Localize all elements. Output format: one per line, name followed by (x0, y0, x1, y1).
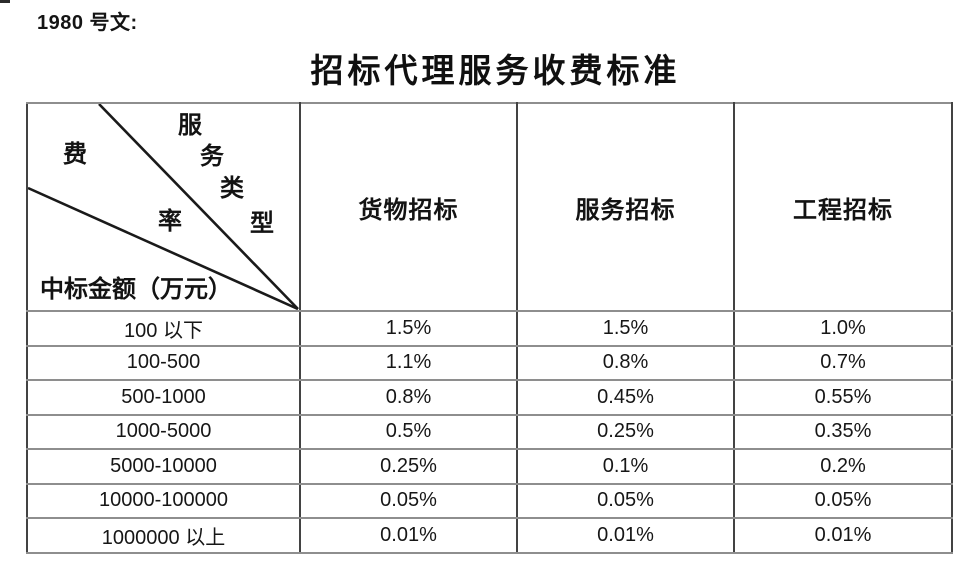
corner-label-service-type-char: 类 (220, 176, 245, 202)
goods-rate-cell: 0.5% (299, 413, 518, 450)
amount-range-cell: 1000-5000 (26, 413, 301, 450)
corner-label-service-type-char: 务 (200, 144, 225, 170)
fee-row: 5000-10000 0.25% 0.1% 0.2% (26, 448, 953, 485)
fee-standard-table: 服 费 务 类 率 型 中标金额（万元） 货物招标 服务招标 工程招标 100 … (26, 102, 953, 554)
amount-range-cell: 10000-100000 (26, 482, 301, 519)
diagonal-header-cell: 服 费 务 类 率 型 中标金额（万元） (26, 102, 301, 312)
works-rate-cell: 0.7% (733, 344, 953, 381)
fee-table-body: 100 以下 1.5% 1.5% 1.0% 100-500 1.1% 0.8% 0.7% 500… (26, 310, 953, 554)
services-rate-cell: 0.1% (516, 448, 735, 485)
works-rate-cell: 0.01% (733, 517, 953, 554)
services-rate-cell: 0.01% (516, 517, 735, 554)
services-rate-cell: 0.8% (516, 344, 735, 381)
works-rate-cell: 0.35% (733, 413, 953, 450)
column-header-works: 工程招标 (733, 102, 953, 312)
amount-range-cell: 100-500 (26, 344, 301, 381)
corner-label-fee-char: 费 (63, 142, 88, 168)
works-rate-cell: 1.0% (733, 310, 953, 347)
goods-rate-cell: 0.8% (299, 379, 518, 416)
fee-row: 10000-100000 0.05% 0.05% 0.05% (26, 482, 953, 519)
doc-number-label: 1980 号文: (37, 12, 138, 34)
corner-label-fee-char: 率 (158, 209, 183, 235)
amount-range-cell: 1000000 以上 (26, 517, 301, 554)
goods-rate-cell: 1.5% (299, 310, 518, 347)
fee-row: 500-1000 0.8% 0.45% 0.55% (26, 379, 953, 416)
works-rate-cell: 0.55% (733, 379, 953, 416)
scan-artifact (0, 0, 10, 3)
corner-label-amount: 中标金额（万元） (40, 277, 232, 303)
column-header-services: 服务招标 (516, 102, 735, 312)
corner-label-service-type-char: 型 (250, 211, 275, 237)
amount-range-cell: 500-1000 (26, 379, 301, 416)
goods-rate-cell: 0.05% (299, 482, 518, 519)
services-rate-cell: 0.05% (516, 482, 735, 519)
works-rate-cell: 0.2% (733, 448, 953, 485)
works-rate-cell: 0.05% (733, 482, 953, 519)
corner-label-service-type-char: 服 (178, 113, 203, 139)
page-title: 招标代理服务收费标准 (310, 54, 681, 90)
services-rate-cell: 1.5% (516, 310, 735, 347)
column-header-goods: 货物招标 (299, 102, 518, 312)
diagonal-split-lines (29, 105, 298, 309)
goods-rate-cell: 0.01% (299, 517, 518, 554)
fee-row: 1000000 以上 0.01% 0.01% 0.01% (26, 517, 953, 554)
fee-row: 100 以下 1.5% 1.5% 1.0% (26, 310, 953, 347)
services-rate-cell: 0.25% (516, 413, 735, 450)
services-rate-cell: 0.45% (516, 379, 735, 416)
header-row: 服 费 务 类 率 型 中标金额（万元） 货物招标 服务招标 工程招标 (26, 102, 953, 312)
goods-rate-cell: 1.1% (299, 344, 518, 381)
amount-range-cell: 100 以下 (26, 310, 301, 347)
fee-row: 100-500 1.1% 0.8% 0.7% (26, 344, 953, 381)
fee-row: 1000-5000 0.5% 0.25% 0.35% (26, 413, 953, 450)
amount-range-cell: 5000-10000 (26, 448, 301, 485)
goods-rate-cell: 0.25% (299, 448, 518, 485)
